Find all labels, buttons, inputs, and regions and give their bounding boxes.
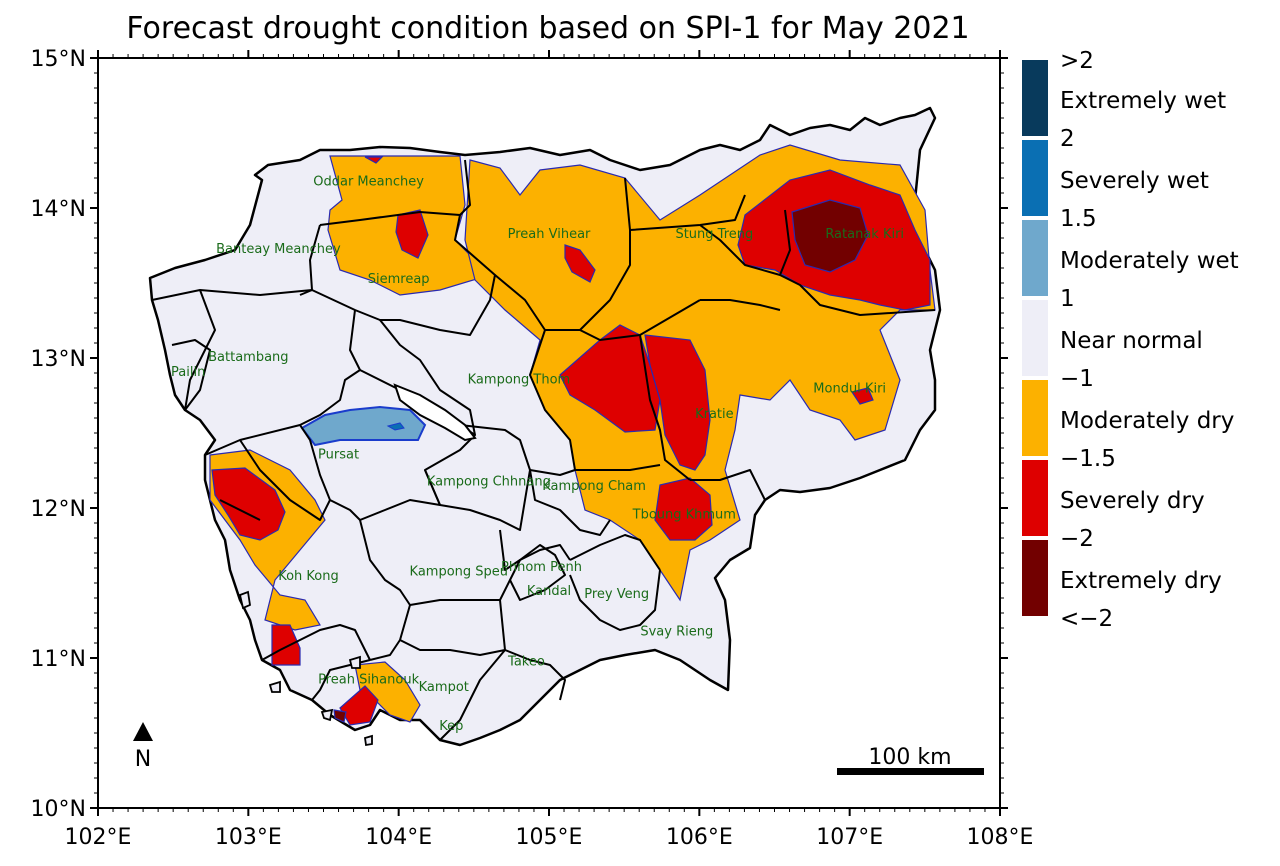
north-arrow: N [133,722,153,772]
legend-swatch [1022,220,1048,296]
map-axes: 102°E 103°E 104°E 105°E 106°E 107°E 108°E 15°N 1… [31,47,1034,850]
y-tick-label: 13°N [31,347,86,372]
legend-boundary-label: <−2 [1060,606,1113,632]
province-label: Banteay Meanchey [216,242,341,257]
north-arrow-icon [133,722,153,741]
province-label: Stung Treng [675,227,753,242]
province-label: Kep [439,719,463,734]
legend-boundary-label: −2 [1060,526,1094,552]
province-label: Pursat [318,448,359,463]
x-tick-label: 102°E [65,825,132,850]
zone-severely-dry-kratie [644,334,711,471]
x-tick-label: 108°E [967,825,1034,850]
zone-severely-dry-kohkong [211,467,286,541]
legend: Extremely wet Severely wet Moderately wet N… [1022,48,1239,632]
province-label: Tboung Khmum [632,508,736,523]
tonle-sap-lake [393,383,477,442]
legend-boundary-label: −1.5 [1060,446,1116,472]
province-label: Preah Vihear [508,227,591,242]
y-tick-label: 14°N [31,197,86,222]
province-label: Preah Sihanouk [318,673,420,688]
map-title: Forecast drought condition based on SPI-… [126,11,969,46]
province-label: Kampot [419,680,469,695]
x-tick-label: 107°E [816,825,883,850]
province-label: Battambang [208,350,288,365]
province-label: Prey Veng [584,587,649,602]
legend-boundary-label: −1 [1060,366,1094,392]
legend-swatch [1022,300,1048,376]
province-label: Kratie [695,407,734,422]
legend-swatch [1022,380,1048,456]
legend-class-label: Severely wet [1060,168,1209,194]
province-label: Koh Kong [278,569,339,584]
province-label: Pailin [171,365,205,380]
province-label: Takeo [507,655,545,670]
legend-class-label: Near normal [1060,328,1203,354]
legend-boundary-label: >2 [1060,48,1094,74]
legend-class-label: Extremely wet [1060,88,1226,114]
legend-swatch [1022,460,1048,536]
province-label: Kampong Speu [410,565,509,580]
zone-severely-wet-pursat [386,422,405,431]
province-label: Mondul Kiri [813,382,886,397]
y-tick-label: 15°N [31,47,86,72]
province-label: Siemreap [368,272,430,287]
zone-severely-dry-preahvihear [564,244,596,283]
province-label: Ratanak Kiri [825,227,904,242]
x-tick-label: 104°E [365,825,432,850]
province-borders [151,159,936,741]
islands [238,590,373,747]
zone-severely-dry-siemreap [395,209,429,259]
province-label: Kampong Cham [542,479,646,494]
legend-boundary-label: 2 [1060,126,1075,152]
scale-bar: 100 km [837,745,984,775]
legend-class-label: Moderately dry [1060,408,1234,434]
y-tick-label: 11°N [31,647,86,672]
province-label: Oddar Meanchey [313,175,424,190]
x-tick-label: 103°E [215,825,282,850]
zone-extremely-dry-sihanouk [333,709,347,723]
north-label: N [135,747,151,772]
scale-bar-label: 100 km [868,745,951,770]
zone-extremely-dry-ratanakiri [791,199,869,273]
y-tick-label: 10°N [31,797,86,822]
legend-class-label: Extremely dry [1060,568,1222,594]
zone-severely-dry-kohkong-south [271,624,301,666]
legend-class-label: Moderately wet [1060,248,1239,274]
province-label: Kandal [527,584,571,599]
zone-severely-dry-mondulkiri [851,387,874,405]
legend-swatch [1022,540,1048,616]
zone-severely-dry-sihanouk [339,685,379,726]
province-label: Kampong Chhnang [427,475,551,490]
zone-moderately-wet-pursat [300,405,427,447]
province-label: Kampong Thom [468,373,571,388]
zone-severely-dry-oddar [364,156,384,164]
province-label: Svay Rieng [640,625,713,640]
y-tick-label: 12°N [31,497,86,522]
drought-zones [209,144,936,726]
legend-swatch [1022,140,1048,216]
x-tick-label: 106°E [666,825,733,850]
legend-swatch [1022,60,1048,136]
legend-boundary-label: 1.5 [1060,206,1097,232]
scale-bar-line [837,768,984,775]
province-label: Phnom Penh [501,560,582,575]
province-labels: Oddar Meanchey Banteay Meanchey Preah Vihe… [171,175,904,735]
legend-boundary-label: 1 [1060,286,1075,312]
x-tick-label: 105°E [516,825,583,850]
legend-class-label: Severely dry [1060,488,1205,514]
